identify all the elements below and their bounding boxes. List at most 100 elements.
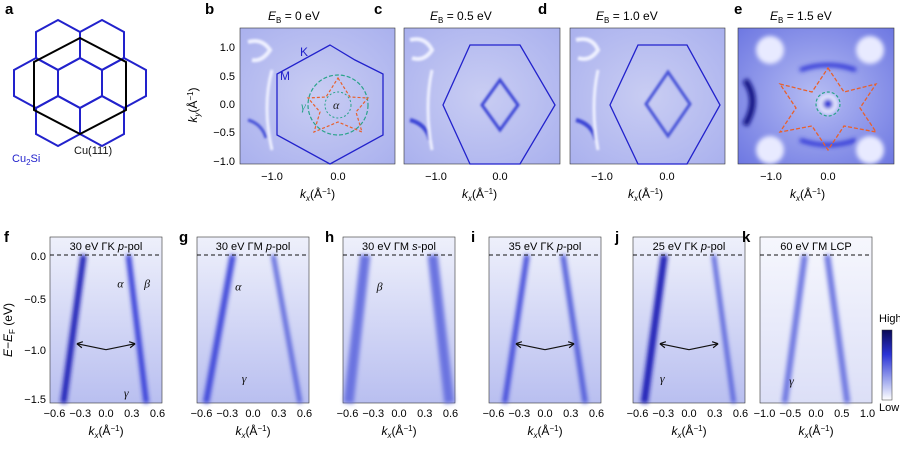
arrow-markers xyxy=(515,341,575,351)
x-tick-label: −0.6 xyxy=(337,408,359,420)
panel-letter-i: i xyxy=(471,229,475,246)
brillouin-zone-cu2si xyxy=(276,44,384,165)
panel-letter-e: e xyxy=(734,1,742,18)
band-dispersion xyxy=(781,254,851,404)
band-label: γ xyxy=(789,374,794,388)
x-axis-label: kx(Å−1) xyxy=(88,423,123,440)
x-tick-label: −0.3 xyxy=(652,408,674,420)
band-label: γ xyxy=(660,371,665,385)
x-tick-label: 0.6 xyxy=(297,408,312,420)
band-label: γ xyxy=(242,371,247,385)
panel-letter-d: d xyxy=(538,1,547,18)
band-dispersion xyxy=(343,254,455,404)
panel-letter-h: h xyxy=(325,229,334,246)
band-line xyxy=(203,254,236,404)
panel-g: g 30 eV ΓM p-pol α γ −0.6 −0.3 0.0 0.3 0.6 kx(Å−1… xyxy=(179,229,312,440)
x-tick-label: −0.6 xyxy=(483,408,505,420)
y-tick-label: 0.5 xyxy=(220,71,235,83)
brillouin-zone xyxy=(609,44,721,165)
arpes-spectrum xyxy=(488,236,602,404)
band-line xyxy=(427,254,455,404)
panel-a: a Cu2Si Cu(111) xyxy=(5,1,147,167)
brillouin-zone xyxy=(442,44,556,165)
arrow-markers xyxy=(76,341,136,351)
arpes-spectrum xyxy=(759,236,873,404)
cu111-hexagon xyxy=(33,36,127,136)
x-tick-label: 0.3 xyxy=(271,408,286,420)
gamma-circle xyxy=(815,91,841,117)
beta-star xyxy=(778,66,878,152)
map-features xyxy=(409,37,520,151)
arpes-spectrum xyxy=(632,236,746,404)
panel-letter-j: j xyxy=(614,229,619,246)
y-tick-label: −0.5 xyxy=(24,294,46,306)
x-axis-label: kx(Å−1) xyxy=(462,186,497,203)
arrow-right xyxy=(105,341,136,351)
x-tick-label: −0.6 xyxy=(44,408,66,420)
map-features xyxy=(575,37,692,151)
x-tick-label: −0.3 xyxy=(216,408,238,420)
band-line xyxy=(560,254,588,404)
x-tick-label: −0.3 xyxy=(69,408,91,420)
x-tick-label: 0.0 xyxy=(681,408,696,420)
panel-b: b EB = 0 eV K M γ α −1.0 0.0 kx(Å−1) xyxy=(205,1,396,203)
x-axis-label: kx(Å−1) xyxy=(300,186,335,203)
x-tick-label: 0.0 xyxy=(492,171,507,183)
x-tick-label: 0.5 xyxy=(834,408,849,420)
band-dispersion xyxy=(60,254,149,404)
band-line xyxy=(781,254,808,404)
panel-g-title: 30 eV ΓM p-pol xyxy=(216,241,291,253)
gamma-circle xyxy=(307,74,369,136)
x-tick-label: −0.3 xyxy=(362,408,384,420)
band-label: β xyxy=(143,277,150,291)
x-tick-label: 0.0 xyxy=(245,408,260,420)
bottom-y-ticks: 0.0 −0.5 −1.0 −1.5 xyxy=(24,251,46,406)
x-tick-label: 0.0 xyxy=(659,171,674,183)
panel-letter-c: c xyxy=(374,1,382,18)
x-tick-label: 0.6 xyxy=(150,408,165,420)
panel-j: j 25 eV ΓK p-pol γ −0.6 −0.3 0.0 0.3 0.6 kx(Å−1) xyxy=(614,229,748,440)
arrow-right xyxy=(544,341,575,351)
x-tick-label: −0.5 xyxy=(779,408,801,420)
x-tick-label: 0.0 xyxy=(330,171,345,183)
beta-star xyxy=(306,76,370,134)
y-tick-label: 1.0 xyxy=(220,42,235,54)
panel-e: e EB = 1.5 eV −1.0 0.0 kx(Å−1) xyxy=(734,1,895,203)
top-y-ticks: 1.0 0.5 0.0 −0.5 −1.0 xyxy=(213,42,235,168)
x-tick-label: −1.0 xyxy=(425,171,447,183)
arrow-left xyxy=(76,341,107,351)
panel-letter-f: f xyxy=(4,229,10,246)
band-label: β xyxy=(376,280,383,294)
label-cu111: Cu(111) xyxy=(74,145,112,157)
panel-h: h 30 eV ΓM s-pol β −0.6 −0.3 0.0 0.3 0.6 kx(Å−1) xyxy=(325,229,458,440)
x-tick-label: 0.6 xyxy=(589,408,604,420)
x-tick-label: −0.6 xyxy=(191,408,213,420)
panel-f: f 30 eV ΓK p-pol α β γ −0.6 −0.3 0.0 0.3 0.6 kx(Å−… xyxy=(4,229,165,440)
colorbar-high-label: High xyxy=(879,313,900,325)
band-label: α xyxy=(117,277,124,291)
y-tick-label: −1.0 xyxy=(213,156,235,168)
x-tick-label: −1.0 xyxy=(754,408,776,420)
panel-letter-a: a xyxy=(5,1,14,18)
arrow-left xyxy=(515,341,546,351)
band-line xyxy=(343,254,371,404)
x-axis-label: kx(Å−1) xyxy=(671,423,706,440)
x-tick-label: 0.3 xyxy=(707,408,722,420)
arpes-spectrum xyxy=(196,236,310,404)
hexagon xyxy=(57,56,103,110)
band-line xyxy=(502,254,530,404)
honeycomb-lattice xyxy=(13,18,147,148)
band-line xyxy=(640,254,668,404)
y-tick-label: 0.0 xyxy=(220,99,235,111)
panel-letter-b: b xyxy=(205,1,214,18)
alpha-circle xyxy=(324,91,352,119)
x-tick-label: 0.0 xyxy=(391,408,406,420)
panel-e-title: EB = 1.5 eV xyxy=(770,9,832,25)
band-line xyxy=(125,254,149,404)
panel-f-title: 30 eV ΓK p-pol xyxy=(70,241,143,253)
label-alpha: α xyxy=(333,98,340,112)
panel-d-title: EB = 1.0 eV xyxy=(596,9,658,25)
band-dispersion xyxy=(640,254,736,404)
